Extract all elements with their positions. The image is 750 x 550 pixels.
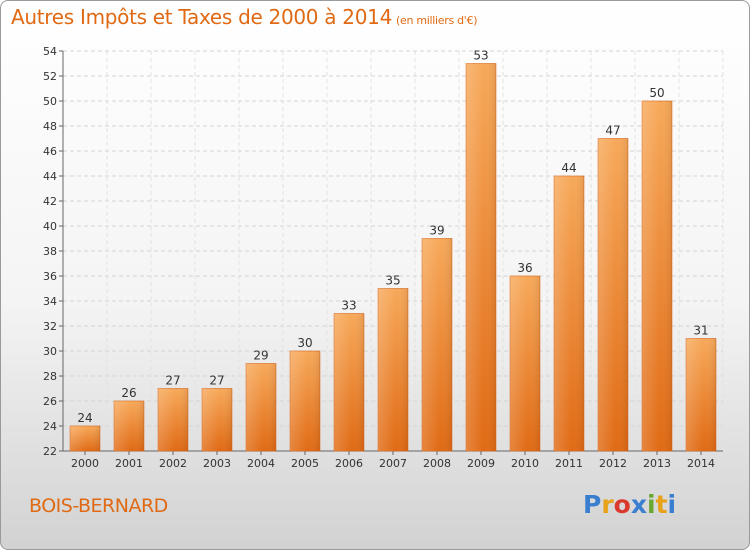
- bar-shade-2002: [158, 388, 188, 451]
- commune-name: BOIS-BERNARD: [29, 495, 168, 517]
- data-label-2000: 24: [77, 411, 92, 425]
- data-label-2013: 50: [649, 86, 664, 100]
- x-tick-label-2002: 2002: [159, 457, 187, 470]
- y-tick-label: 54: [43, 45, 57, 58]
- data-label-2003: 27: [209, 374, 224, 388]
- bar-shade-2014: [686, 338, 716, 451]
- data-label-2014: 31: [693, 324, 708, 338]
- y-tick-label: 36: [43, 270, 57, 283]
- y-tick-label: 26: [43, 395, 57, 408]
- y-tick-label: 44: [43, 170, 57, 183]
- bar-shade-2003: [202, 388, 232, 451]
- data-label-2004: 29: [253, 349, 268, 363]
- y-tick-label: 52: [43, 70, 57, 83]
- data-label-2001: 26: [121, 386, 136, 400]
- y-tick-label: 48: [43, 120, 57, 133]
- chart-title: Autres Impôts et Taxes de 2000 à 2014 (en…: [11, 5, 477, 29]
- x-tick-label-2007: 2007: [379, 457, 407, 470]
- data-label-2007: 35: [385, 274, 400, 288]
- bar-shade-2008: [422, 238, 452, 451]
- y-tick-label: 32: [43, 320, 57, 333]
- y-tick-label: 24: [43, 420, 57, 433]
- x-tick-label-2001: 2001: [115, 457, 143, 470]
- data-label-2008: 39: [429, 224, 444, 238]
- data-label-2011: 44: [561, 161, 576, 175]
- bar-shade-2005: [290, 351, 320, 451]
- x-tick-label-2008: 2008: [423, 457, 451, 470]
- y-tick-label: 30: [43, 345, 57, 358]
- bar-shade-2007: [378, 288, 408, 451]
- y-tick-label: 40: [43, 220, 57, 233]
- x-tick-label-2012: 2012: [599, 457, 627, 470]
- logo-letter: x: [630, 490, 647, 519]
- y-tick-label: 42: [43, 195, 57, 208]
- bar-shade-2009: [466, 63, 496, 451]
- bar-shade-2013: [642, 101, 672, 451]
- data-label-2010: 36: [517, 261, 532, 275]
- y-tick-label: 22: [43, 445, 57, 458]
- y-tick-label: 50: [43, 95, 57, 108]
- chart-title-text: Autres Impôts et Taxes de 2000 à 2014: [11, 5, 392, 29]
- logo-letter: i: [667, 490, 677, 519]
- bar-shade-2012: [598, 138, 628, 451]
- data-labels: 24 26 27 27 29 30 33 35 39 53 36 44 47 50 31: [77, 49, 708, 426]
- bar-shade-2000: [70, 426, 100, 451]
- y-tick-label: 34: [43, 295, 57, 308]
- bar-shade-2006: [334, 313, 364, 451]
- x-tick-label-2013: 2013: [643, 457, 671, 470]
- logo-letter: o: [613, 490, 631, 519]
- logo-letter: r: [601, 490, 614, 519]
- x-tick-label-2010: 2010: [511, 457, 539, 470]
- x-tick-label-2009: 2009: [467, 457, 495, 470]
- logo-letter: t: [655, 490, 668, 519]
- x-tick-label-2000: 2000: [71, 457, 99, 470]
- proxiti-logo[interactable]: Proxiti: [583, 490, 676, 519]
- x-tick-label-2014: 2014: [687, 457, 715, 470]
- x-tick-label-2005: 2005: [291, 457, 319, 470]
- y-tick-label: 46: [43, 145, 57, 158]
- x-tick-label-2011: 2011: [555, 457, 583, 470]
- bar-shade-2004: [246, 363, 276, 451]
- bars: [69, 63, 717, 452]
- bar-shade-2001: [114, 401, 144, 451]
- bar-shade-2010: [510, 276, 540, 451]
- x-tick-label-2003: 2003: [203, 457, 231, 470]
- bar-shade-2011: [554, 176, 584, 451]
- data-label-2009: 53: [473, 49, 488, 63]
- logo-letter: i: [647, 490, 656, 519]
- logo-letter: P: [583, 490, 602, 519]
- data-label-2002: 27: [165, 374, 180, 388]
- data-label-2005: 30: [297, 336, 312, 350]
- y-tick-label: 28: [43, 370, 57, 383]
- data-label-2006: 33: [341, 299, 356, 313]
- y-tick-label: 38: [43, 245, 57, 258]
- data-label-2012: 47: [605, 124, 620, 138]
- x-tick-label-2006: 2006: [335, 457, 363, 470]
- chart-subtitle: (en milliers d'€): [396, 14, 478, 27]
- x-tick-label-2004: 2004: [247, 457, 275, 470]
